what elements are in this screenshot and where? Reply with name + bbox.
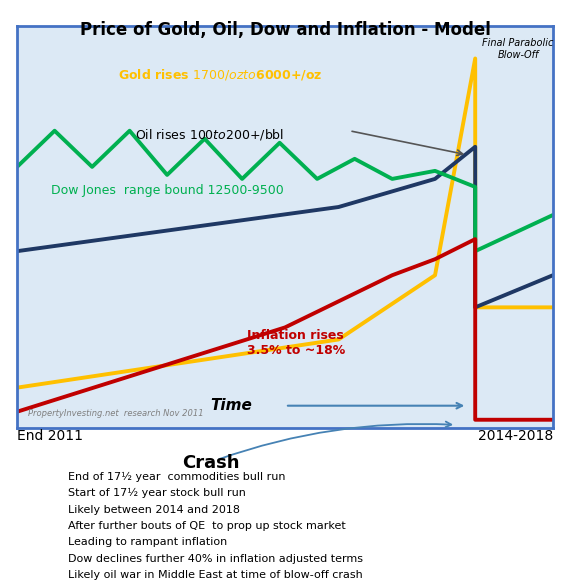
Text: Crash: Crash [182,454,240,472]
Text: Final Parabolic
Blow-Off: Final Parabolic Blow-Off [482,39,554,60]
Text: Likely oil war in Middle East at time of blow-off crash: Likely oil war in Middle East at time of… [68,570,363,580]
Text: End of 17½ year  commodities bull run: End of 17½ year commodities bull run [68,472,286,482]
Text: After further bouts of QE  to prop up stock market: After further bouts of QE to prop up sto… [68,521,346,531]
Text: Start of 17½ year stock bull run: Start of 17½ year stock bull run [68,488,246,498]
Text: Oil rises $100 to $200+/bbl: Oil rises $100 to $200+/bbl [136,127,284,142]
Text: Gold rises $1700/oz to $6000+/oz: Gold rises $1700/oz to $6000+/oz [119,67,323,82]
Text: End 2011: End 2011 [17,429,83,443]
Text: Likely between 2014 and 2018: Likely between 2014 and 2018 [68,505,241,515]
Text: 2014-2018: 2014-2018 [478,429,553,443]
Text: Dow Jones  range bound 12500-9500: Dow Jones range bound 12500-9500 [51,185,283,197]
Text: Inflation rises
3.5% to ~18%: Inflation rises 3.5% to ~18% [247,329,345,357]
Text: Time: Time [210,398,252,413]
Text: Dow declines further 40% in inflation adjusted terms: Dow declines further 40% in inflation ad… [68,554,364,564]
Text: Leading to rampant inflation: Leading to rampant inflation [68,537,227,547]
Text: Price of Gold, Oil, Dow and Inflation - Model: Price of Gold, Oil, Dow and Inflation - … [80,21,490,39]
Text: PropertyInvesting.net  research Nov 2011: PropertyInvesting.net research Nov 2011 [28,409,203,418]
